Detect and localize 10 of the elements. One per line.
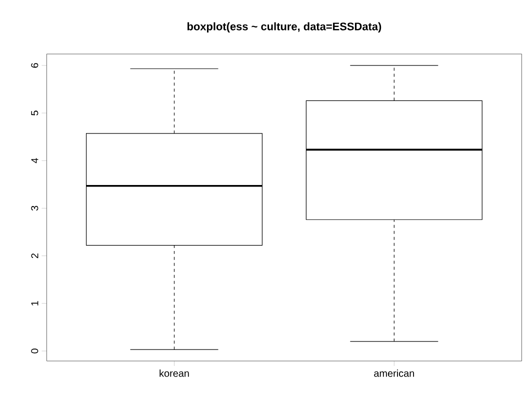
x-tick-label: american <box>374 370 414 377</box>
y-tick-label: 2 <box>31 254 38 258</box>
y-tick-label: 0 <box>31 348 38 354</box>
y-tick-label: 1 <box>31 301 38 306</box>
y-tick-label: 3 <box>31 206 38 211</box>
y-tick-label: 6 <box>31 63 38 68</box>
y-tick-label: 5 <box>31 110 38 116</box>
chart-title: boxplot(ess ~ culture, data=ESSData) <box>187 22 382 32</box>
y-tick-label: 4 <box>31 158 38 164</box>
x-tick-label: korean <box>160 370 189 377</box>
